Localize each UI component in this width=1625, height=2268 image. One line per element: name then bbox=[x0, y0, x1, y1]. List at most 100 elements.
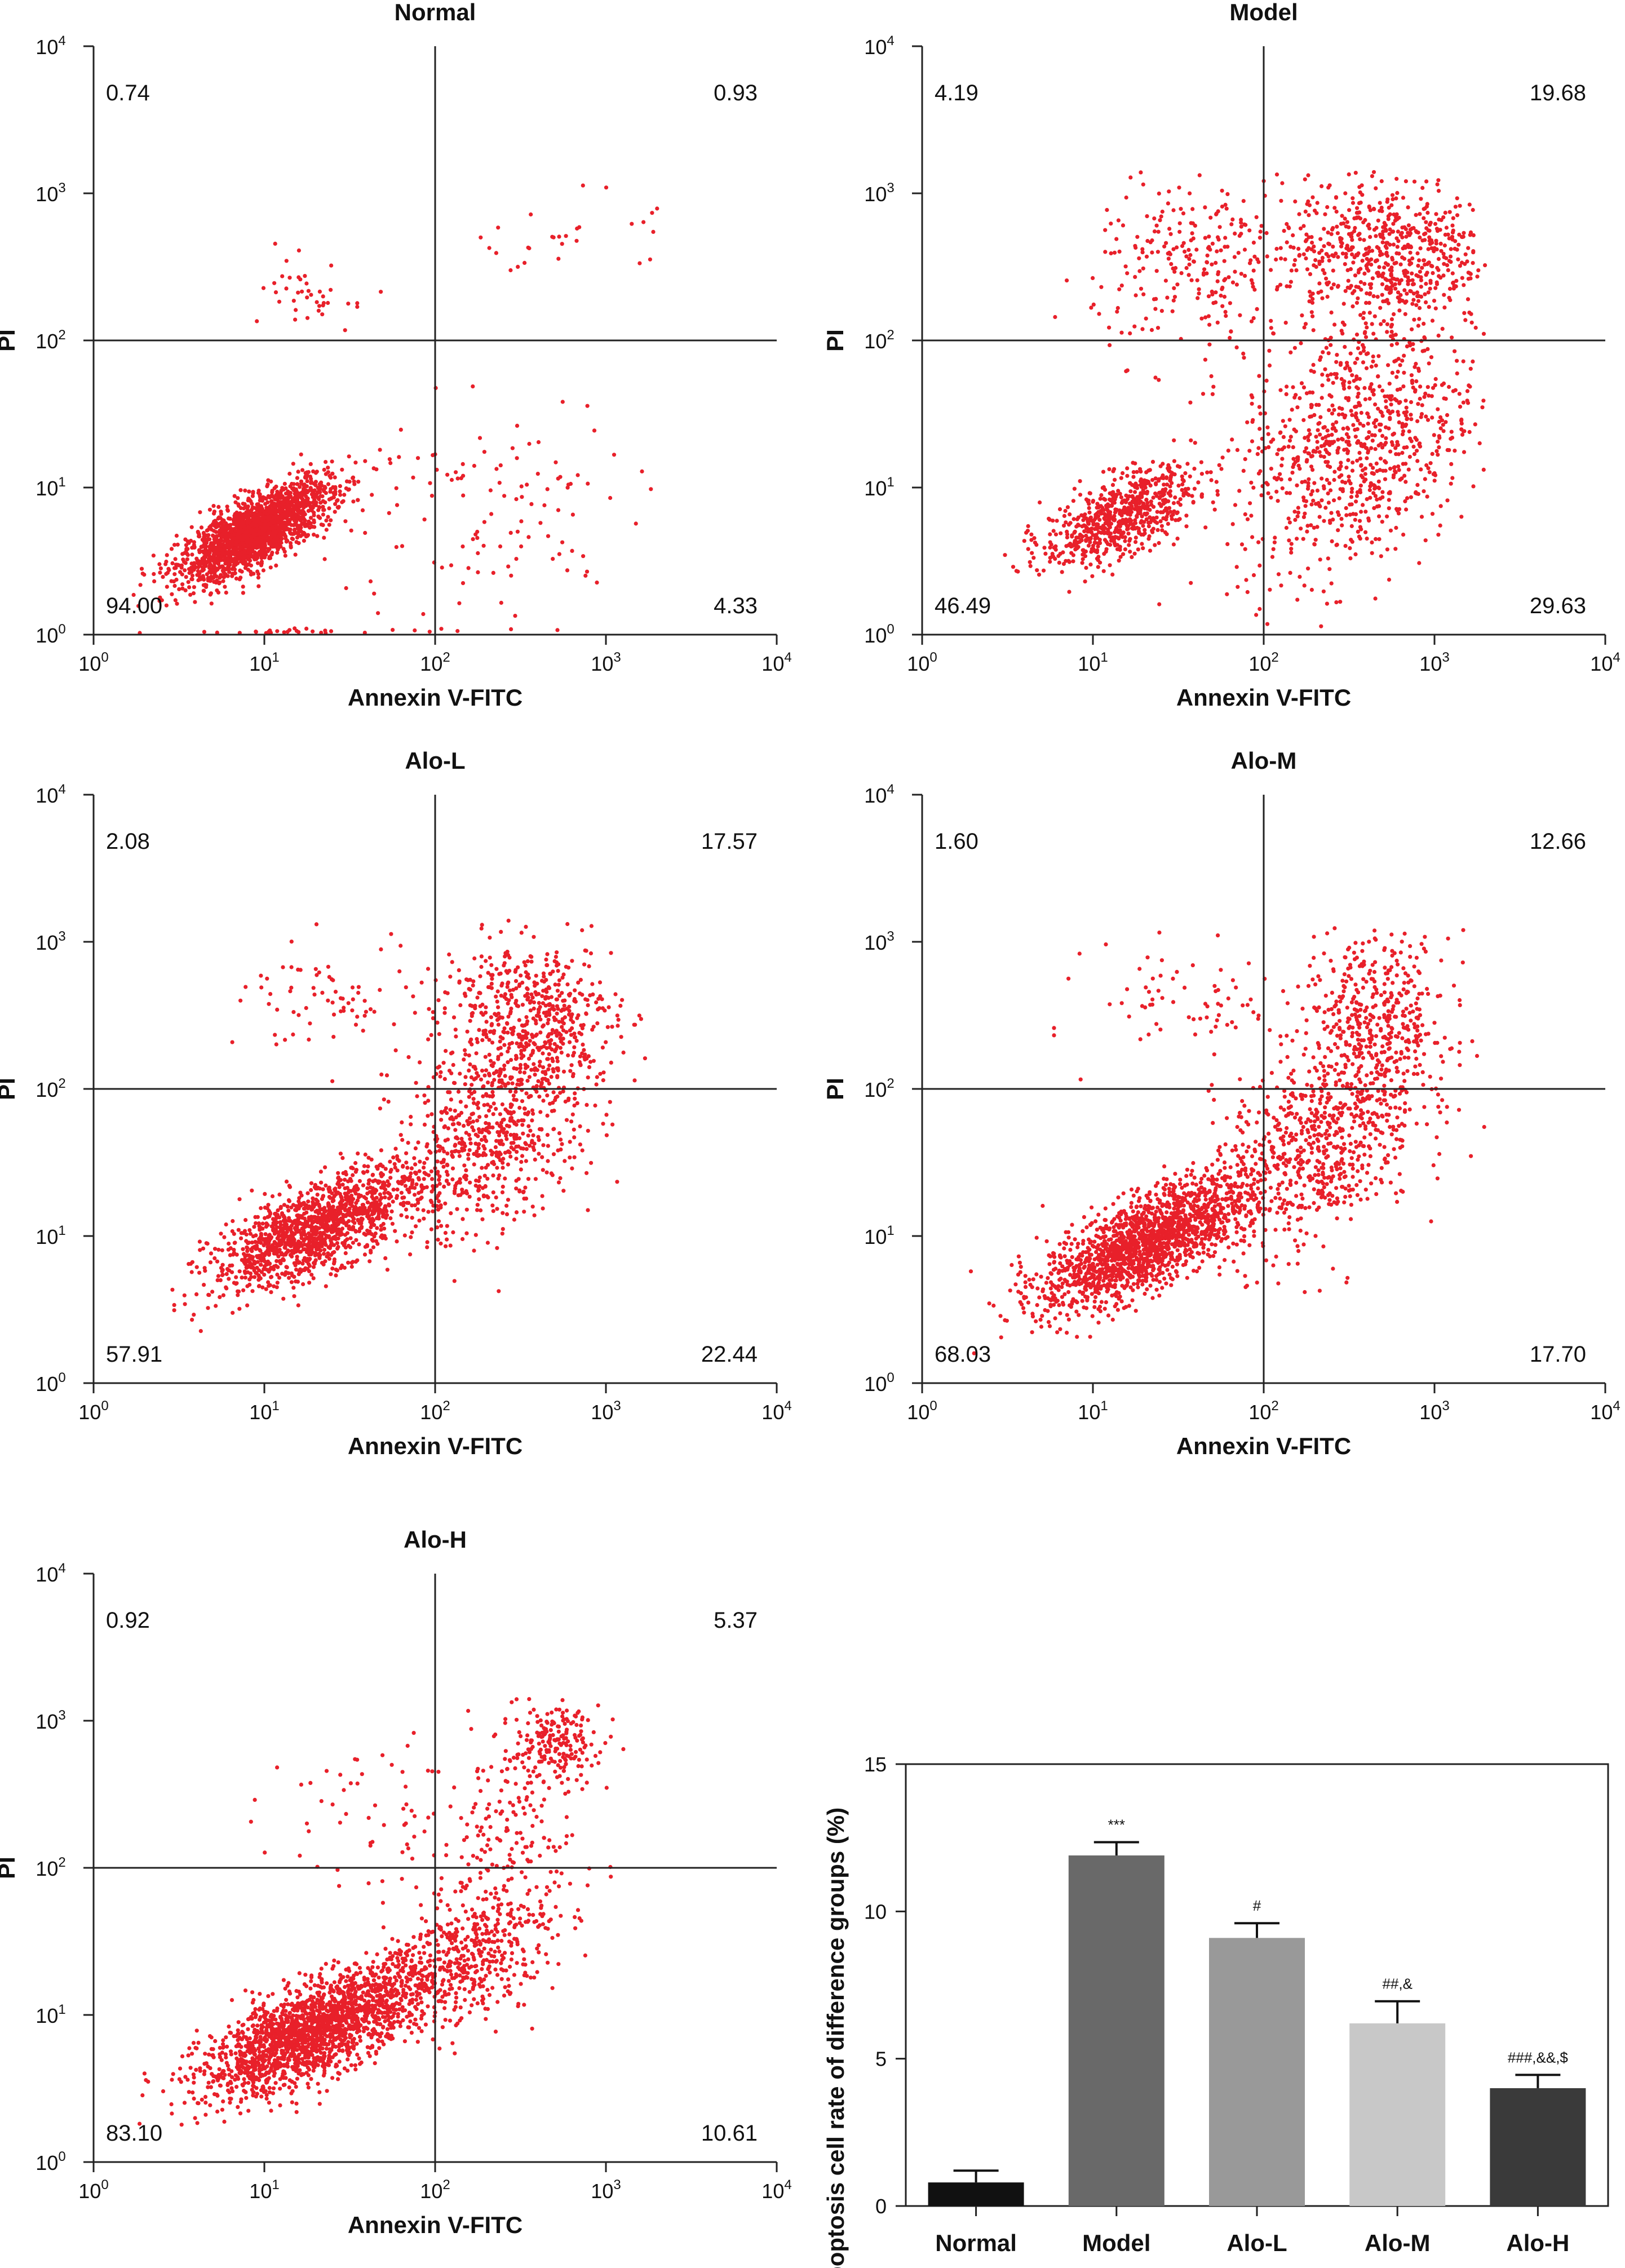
data-point bbox=[1388, 467, 1393, 471]
data-point bbox=[131, 592, 136, 597]
data-point bbox=[1207, 342, 1212, 347]
data-point bbox=[268, 556, 273, 560]
data-point bbox=[428, 481, 432, 485]
data-point bbox=[291, 516, 296, 521]
data-point bbox=[1146, 537, 1151, 541]
data-point bbox=[1129, 510, 1134, 515]
data-point bbox=[1388, 528, 1393, 533]
data-point bbox=[152, 572, 156, 577]
data-point bbox=[1313, 538, 1318, 542]
data-point bbox=[1215, 320, 1220, 325]
data-point bbox=[1444, 256, 1449, 260]
data-point bbox=[1398, 262, 1403, 267]
data-point bbox=[239, 1236, 243, 1241]
data-point bbox=[217, 538, 222, 543]
data-point bbox=[261, 568, 265, 573]
data-point bbox=[1303, 504, 1308, 508]
data-point bbox=[1420, 403, 1424, 407]
data-point bbox=[1172, 295, 1177, 299]
data-point bbox=[1056, 553, 1061, 559]
data-point bbox=[1109, 222, 1113, 226]
data-point bbox=[1151, 516, 1155, 520]
data-point bbox=[1061, 524, 1066, 528]
data-point bbox=[1338, 600, 1343, 604]
data-point bbox=[1113, 495, 1118, 499]
data-point bbox=[1372, 314, 1377, 318]
data-point bbox=[1451, 216, 1455, 220]
data-point bbox=[1453, 205, 1458, 209]
data-point bbox=[1119, 476, 1123, 480]
data-point bbox=[1371, 331, 1376, 336]
data-point bbox=[1429, 394, 1434, 398]
data-point bbox=[189, 568, 193, 573]
data-point bbox=[329, 518, 333, 522]
data-point bbox=[1345, 426, 1350, 430]
data-point bbox=[1159, 476, 1164, 480]
data-point bbox=[352, 482, 357, 486]
data-point bbox=[1130, 494, 1135, 499]
data-point bbox=[1135, 515, 1139, 519]
data-point bbox=[1102, 538, 1108, 542]
data-point bbox=[1466, 246, 1471, 250]
data-point bbox=[1317, 281, 1322, 286]
data-point bbox=[225, 504, 229, 509]
data-point bbox=[1158, 218, 1162, 223]
data-point bbox=[215, 555, 220, 560]
data-point bbox=[292, 528, 297, 533]
data-point bbox=[322, 557, 327, 561]
data-point bbox=[1370, 322, 1374, 326]
data-point bbox=[1164, 475, 1169, 480]
data-point bbox=[1417, 258, 1422, 263]
data-point bbox=[1357, 268, 1361, 272]
data-point bbox=[427, 630, 432, 634]
data-point bbox=[1256, 446, 1261, 450]
y-tick-label: 101 bbox=[864, 475, 894, 500]
data-point bbox=[466, 566, 471, 570]
data-point bbox=[1309, 502, 1314, 507]
data-point bbox=[1427, 305, 1431, 309]
data-point bbox=[1450, 476, 1455, 480]
data-point bbox=[1078, 539, 1082, 544]
data-point bbox=[1172, 286, 1176, 290]
data-point bbox=[1419, 467, 1423, 472]
data-point bbox=[1351, 196, 1355, 201]
data-point bbox=[1337, 496, 1341, 500]
data-point bbox=[1176, 484, 1181, 488]
data-point bbox=[1285, 284, 1289, 289]
data-point bbox=[1398, 363, 1402, 367]
data-point bbox=[1339, 329, 1344, 333]
x-tick-label: 101 bbox=[249, 650, 279, 675]
data-point bbox=[234, 520, 239, 524]
data-point bbox=[1383, 442, 1387, 447]
data-point bbox=[1223, 236, 1228, 240]
data-point bbox=[1295, 597, 1300, 602]
data-point bbox=[221, 1293, 225, 1297]
data-point bbox=[343, 328, 347, 333]
data-point bbox=[430, 494, 435, 498]
data-point bbox=[1380, 520, 1384, 524]
data-point bbox=[1307, 477, 1311, 481]
data-point bbox=[202, 630, 206, 634]
data-point bbox=[1437, 434, 1441, 438]
data-point bbox=[1229, 222, 1234, 227]
data-point bbox=[1450, 335, 1454, 340]
data-point bbox=[461, 544, 465, 549]
data-point bbox=[400, 544, 405, 548]
data-point bbox=[1128, 481, 1132, 485]
data-point bbox=[256, 544, 262, 549]
data-point bbox=[1175, 537, 1180, 541]
data-point bbox=[1344, 396, 1348, 400]
data-point bbox=[1475, 274, 1480, 279]
data-point bbox=[212, 561, 217, 566]
data-point bbox=[269, 499, 274, 503]
data-point bbox=[1363, 472, 1367, 476]
data-point bbox=[1267, 445, 1271, 450]
data-point bbox=[1321, 484, 1326, 489]
data-point bbox=[1334, 420, 1339, 424]
x-tick-label: 104 bbox=[1590, 650, 1620, 675]
data-point bbox=[1415, 482, 1420, 488]
data-point bbox=[1398, 400, 1402, 404]
data-point bbox=[508, 268, 513, 273]
data-point bbox=[1351, 291, 1355, 295]
data-point bbox=[1369, 364, 1374, 369]
